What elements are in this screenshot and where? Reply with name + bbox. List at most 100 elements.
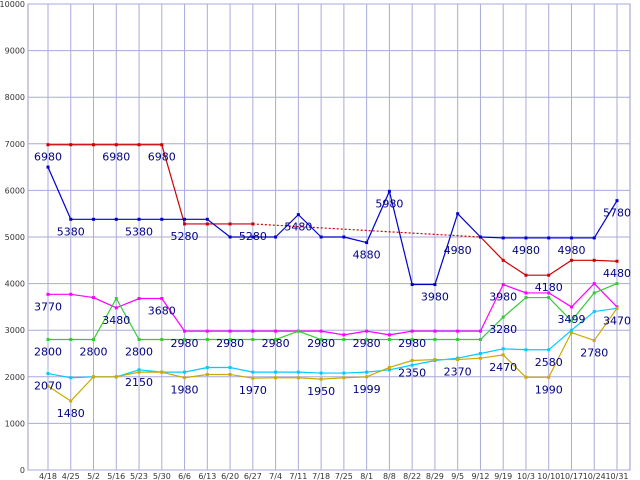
x-tick-label: 8/29 bbox=[426, 472, 444, 480]
x-tick-label: 10/17 bbox=[560, 472, 583, 480]
series-point bbox=[410, 363, 414, 367]
series-line-segment bbox=[480, 316, 504, 340]
series-point bbox=[456, 358, 460, 362]
series-point bbox=[114, 375, 118, 379]
series-point bbox=[456, 329, 460, 333]
data-label: 5780 bbox=[603, 207, 631, 220]
series-point bbox=[274, 329, 278, 333]
series-point bbox=[251, 376, 255, 380]
series-line-segment bbox=[548, 297, 572, 322]
series-point bbox=[387, 338, 391, 342]
series-point bbox=[92, 375, 96, 379]
series-line-segment bbox=[480, 236, 504, 239]
series-point bbox=[114, 306, 118, 310]
series-line-segment bbox=[594, 307, 618, 313]
series-line-segment bbox=[184, 373, 208, 379]
x-tick-label: 5/30 bbox=[153, 472, 171, 480]
series-point bbox=[547, 273, 551, 277]
x-tick-label: 8/1 bbox=[360, 472, 373, 480]
series-point bbox=[205, 222, 209, 226]
x-tick-label: 6/13 bbox=[198, 472, 216, 480]
data-label: 3980 bbox=[489, 291, 517, 304]
series-point bbox=[524, 236, 528, 240]
data-label: 2800 bbox=[80, 346, 108, 359]
series-point bbox=[69, 338, 73, 342]
series-line-dotted bbox=[252, 223, 481, 238]
y-tick-label: 0 bbox=[20, 466, 25, 475]
series-point bbox=[342, 333, 346, 337]
series-point bbox=[228, 329, 232, 333]
series-point bbox=[137, 143, 141, 147]
series-point bbox=[251, 370, 255, 374]
data-label: 2370 bbox=[444, 366, 472, 379]
series-line-segment bbox=[298, 377, 322, 380]
data-label: 6980 bbox=[148, 151, 176, 164]
x-tick-label: 9/12 bbox=[471, 472, 489, 480]
series-point bbox=[319, 235, 323, 239]
series-line-segment bbox=[457, 352, 481, 359]
series-point bbox=[205, 338, 209, 342]
series-line-segment bbox=[548, 332, 573, 378]
series-point bbox=[615, 306, 619, 310]
y-tick-label: 9000 bbox=[5, 47, 25, 56]
series-point bbox=[137, 368, 141, 372]
data-label: 5480 bbox=[284, 221, 312, 234]
data-label: 2580 bbox=[535, 356, 563, 369]
data-label: 1980 bbox=[171, 384, 199, 397]
data-label: 1999 bbox=[353, 383, 381, 396]
series-point bbox=[114, 217, 118, 221]
series-point bbox=[137, 217, 141, 221]
series-point bbox=[456, 212, 460, 216]
series-line-segment bbox=[366, 366, 390, 378]
series-line-segment bbox=[47, 166, 72, 220]
series-line-segment bbox=[388, 191, 413, 285]
series-line-segment bbox=[571, 311, 595, 331]
x-tick-label: 6/6 bbox=[178, 472, 191, 480]
series-point bbox=[46, 165, 50, 169]
x-tick-label: 7/4 bbox=[269, 472, 282, 480]
series-point bbox=[274, 338, 278, 342]
series-point bbox=[69, 292, 73, 296]
series-line-segment bbox=[184, 366, 208, 373]
series-point bbox=[569, 236, 573, 240]
series-line-segment bbox=[480, 348, 504, 355]
series-line-segment bbox=[275, 330, 299, 341]
series-line-segment bbox=[571, 292, 595, 322]
data-label: 1990 bbox=[535, 383, 563, 396]
series-point bbox=[46, 338, 50, 342]
series-line-segment bbox=[389, 359, 413, 369]
series-point bbox=[592, 258, 596, 262]
data-label: 2350 bbox=[398, 366, 426, 379]
data-label: 2980 bbox=[262, 337, 290, 350]
series-line-segment bbox=[480, 354, 504, 359]
y-tick-label: 5000 bbox=[5, 233, 25, 242]
series-point bbox=[296, 329, 300, 333]
x-tick-label: 7/11 bbox=[289, 472, 307, 480]
x-tick-label: 5/16 bbox=[107, 472, 125, 480]
series-point bbox=[342, 371, 346, 375]
series-line-segment bbox=[161, 371, 185, 379]
data-label: 2070 bbox=[34, 380, 62, 393]
series-point bbox=[592, 282, 596, 286]
data-label: 3470 bbox=[603, 314, 631, 327]
data-label: 4880 bbox=[353, 249, 381, 262]
series-line-segment bbox=[480, 236, 504, 261]
series-point bbox=[478, 338, 482, 342]
x-tick-label: 7/25 bbox=[335, 472, 353, 480]
series-line-segment bbox=[594, 259, 618, 262]
data-label: 2980 bbox=[216, 337, 244, 350]
x-tick-label: 6/27 bbox=[244, 472, 262, 480]
series-line-segment bbox=[571, 283, 595, 308]
series-point bbox=[251, 329, 255, 333]
x-tick-label: 10/31 bbox=[605, 472, 628, 480]
data-label: 5380 bbox=[125, 225, 153, 238]
series-point bbox=[365, 329, 369, 333]
series-point bbox=[69, 399, 73, 403]
series-line-segment bbox=[502, 259, 527, 276]
x-tick-label: 5/23 bbox=[130, 472, 148, 480]
data-label: 5380 bbox=[57, 225, 85, 238]
series-line-segment bbox=[70, 376, 94, 402]
series-line-segment bbox=[594, 283, 618, 294]
series-point bbox=[478, 235, 482, 239]
